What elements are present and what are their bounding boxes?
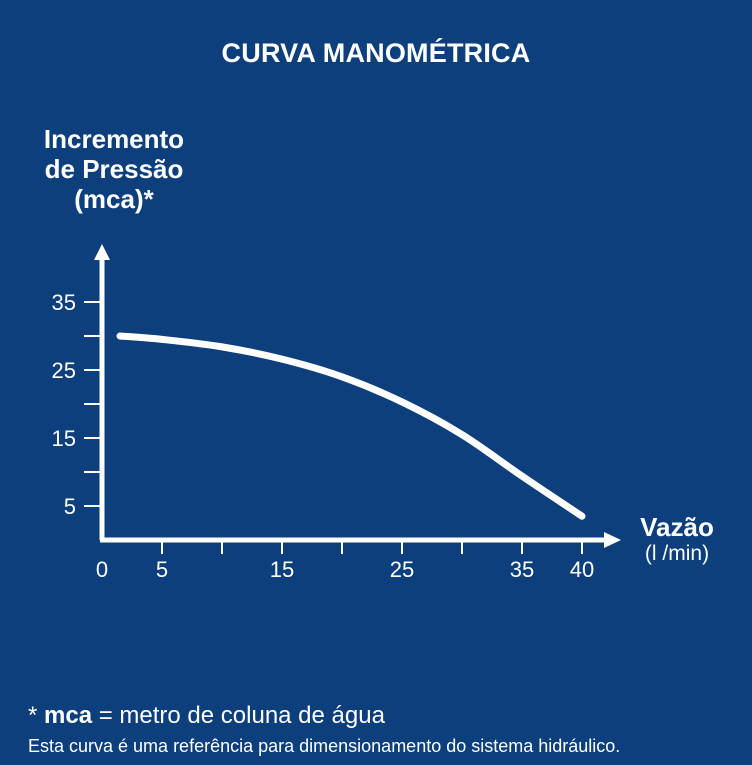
y-tick-label: 5: [64, 494, 76, 519]
x-tick-label: 35: [510, 557, 534, 582]
x-tick-label: 40: [570, 557, 594, 582]
y-axis-label-line-3: (mca)*: [74, 184, 154, 214]
y-axis-arrow: [94, 244, 110, 260]
x-axis-unit: (l /min): [644, 542, 710, 565]
y-tick-label: 15: [52, 426, 76, 451]
footnote-star: *: [28, 702, 45, 729]
x-axis-label: Vazão (l /min): [622, 512, 732, 566]
x-tick-label: 5: [156, 557, 168, 582]
x-tick-label: 25: [390, 557, 414, 582]
x-tick-label: 15: [270, 557, 294, 582]
y-axis-label-line-2: de Pressão: [44, 154, 184, 184]
reference-note: Esta curva é uma referência para dimensi…: [28, 736, 621, 756]
chart-title: CURVA MANOMÉTRICA: [221, 38, 531, 68]
footnote: * mca = metro de coluna de água: [28, 702, 385, 730]
footnote-definition: = metro de coluna de água: [92, 702, 385, 729]
pressure-curve: [116, 332, 586, 520]
y-tick-label: 35: [52, 290, 76, 315]
footnote-term: mca: [44, 702, 93, 729]
x-axis-title: Vazão: [640, 512, 714, 542]
x-tick-label: 0: [96, 557, 108, 582]
y-axis-label: Incremento de Pressão (mca)*: [14, 124, 214, 214]
x-axis-arrow: [604, 532, 621, 548]
y-tick-label: 25: [52, 358, 76, 383]
y-axis-label-line-1: Incremento: [43, 124, 185, 154]
